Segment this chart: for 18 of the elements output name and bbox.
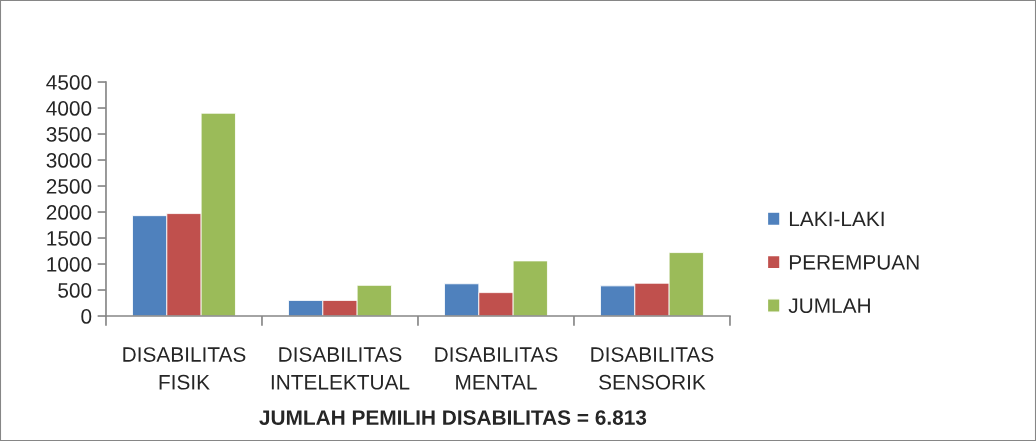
legend-label: JUMLAH: [788, 298, 870, 314]
legend-label: LAKI-LAKI: [789, 211, 884, 227]
y-tick-label: 0: [81, 309, 92, 324]
y-tick-label: 500: [58, 283, 92, 298]
x-tick-label: DISABILITAS INTELEKTUAL: [271, 347, 410, 390]
x-tick-label: DISABILITAS FISIK: [123, 347, 246, 390]
y-tick-label: 3000: [46, 153, 92, 168]
y-tick-label: 2500: [46, 179, 92, 194]
y-tick-label: 1500: [47, 231, 92, 246]
y-tick-label: 4500: [46, 75, 92, 90]
x-axis-title: JUMLAH PEMILIH DISABILITAS = 6.813: [259, 410, 647, 425]
x-tick-label: DISABILITAS SENSORIK: [591, 347, 714, 390]
y-tick-label: 4000: [46, 101, 92, 116]
y-tick-label: 1000: [47, 257, 92, 272]
x-tick-label: DISABILITAS MENTAL: [435, 347, 558, 390]
legend-label: PEREMPUAN: [789, 255, 919, 270]
y-tick-label: 3500: [46, 127, 92, 142]
y-tick-label: 2000: [46, 205, 92, 220]
